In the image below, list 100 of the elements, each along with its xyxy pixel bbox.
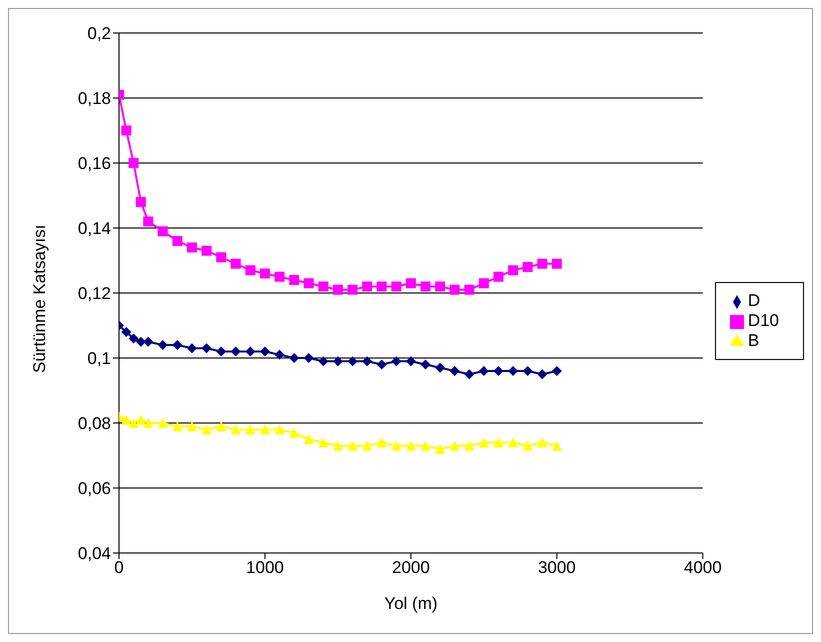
point <box>245 424 256 434</box>
point <box>121 126 132 136</box>
point <box>435 444 446 454</box>
point <box>406 440 416 451</box>
point <box>376 438 387 448</box>
point <box>318 282 328 292</box>
point <box>289 275 300 285</box>
point <box>245 265 256 276</box>
point <box>493 272 504 282</box>
point <box>274 350 285 360</box>
point <box>332 284 343 295</box>
x-tick-label: 2000 <box>392 558 430 578</box>
point <box>522 440 533 451</box>
point <box>478 438 489 448</box>
x-tick-label: 0 <box>114 558 124 578</box>
point <box>202 424 212 434</box>
y-tick-label: 0,1 <box>87 349 111 368</box>
point <box>508 265 518 276</box>
point <box>128 158 139 168</box>
point <box>552 366 562 376</box>
point <box>348 356 358 366</box>
point <box>420 282 430 292</box>
point <box>216 421 226 432</box>
legend-label: D <box>748 291 760 310</box>
point <box>435 282 446 292</box>
point <box>318 356 328 366</box>
point <box>304 434 314 444</box>
point <box>478 278 489 288</box>
point <box>406 356 416 366</box>
point <box>172 236 182 246</box>
point <box>552 258 562 269</box>
point <box>450 366 460 376</box>
point <box>289 428 300 438</box>
point <box>143 336 154 347</box>
point <box>493 366 504 376</box>
point <box>143 216 154 226</box>
point <box>186 343 197 354</box>
point <box>230 258 241 269</box>
x-axis-title: Yol (m) <box>384 594 438 613</box>
point <box>274 424 285 434</box>
x-tick-label: 1000 <box>246 558 284 578</box>
point <box>216 252 226 262</box>
point <box>260 346 270 356</box>
point <box>158 340 168 350</box>
point <box>230 424 241 434</box>
point <box>391 282 402 292</box>
point <box>230 346 241 356</box>
point <box>158 418 168 428</box>
point <box>391 356 402 366</box>
point <box>121 327 132 337</box>
point <box>522 262 533 272</box>
point <box>332 440 343 451</box>
y-axis-title: Sürtünme Katsayısı <box>30 224 50 373</box>
point <box>450 440 460 451</box>
point <box>478 366 489 376</box>
point <box>362 356 372 366</box>
point <box>537 369 548 380</box>
point <box>304 353 314 363</box>
point <box>537 258 548 269</box>
point <box>202 246 212 256</box>
y-tick-label: 0,12 <box>78 284 111 304</box>
point <box>464 284 474 295</box>
point <box>136 197 146 207</box>
point <box>304 278 314 288</box>
point <box>348 284 358 295</box>
y-tick-label: 0,18 <box>78 89 111 108</box>
legend-label: B <box>748 331 760 350</box>
x-tick-label: 3000 <box>538 558 576 578</box>
point <box>552 440 562 451</box>
point <box>464 369 474 380</box>
legend-label: D10 <box>748 311 779 330</box>
point <box>186 242 197 252</box>
point <box>391 440 402 451</box>
point <box>537 438 548 448</box>
point <box>121 414 132 425</box>
point <box>128 418 139 428</box>
point <box>420 440 430 451</box>
point <box>128 334 139 344</box>
point <box>420 360 430 370</box>
point <box>136 336 146 347</box>
point <box>508 438 518 448</box>
point <box>216 346 226 356</box>
point <box>435 362 446 373</box>
x-tick-label: 4000 <box>684 558 722 578</box>
point <box>508 366 518 376</box>
point <box>362 440 372 451</box>
point <box>376 282 387 292</box>
point <box>450 284 460 295</box>
point <box>260 268 270 278</box>
point <box>260 424 270 434</box>
point <box>522 366 533 376</box>
point <box>376 360 387 370</box>
point <box>186 421 197 432</box>
point <box>318 438 328 448</box>
point <box>245 346 256 356</box>
point <box>348 440 358 451</box>
point <box>332 356 343 366</box>
y-tick-label: 0,14 <box>78 219 111 238</box>
y-tick-label: 0,16 <box>78 154 111 174</box>
point <box>464 440 474 451</box>
